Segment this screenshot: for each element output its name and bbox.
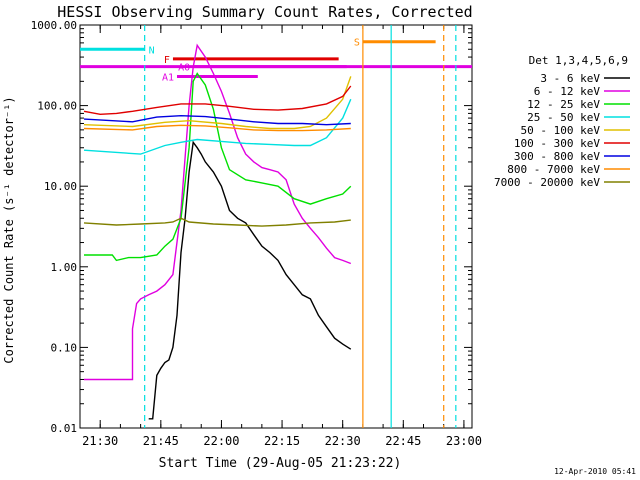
axis-ticks: 1000.00 100.00 10.00 1.00 0.10 0.01 21:30 21:45… [31,19,482,448]
legend-title: Det 1,3,4,5,6,9 [529,54,628,67]
legend-label: 300 - 800 keV [514,150,600,163]
y-tick-label: 0.01 [51,422,78,435]
annotation-bars: NFA0A1S [80,38,472,83]
x-tick-label: 22:15 [264,434,300,448]
series-line-12-25-kev [84,72,352,262]
x-tick-label: 23:00 [446,434,482,448]
x-tick-label: 22:30 [325,434,361,448]
legend-label: 25 - 50 keV [527,111,600,124]
legend-label: 100 - 300 keV [514,137,600,150]
legend-label: 800 - 7000 keV [507,163,600,176]
vertical-markers [144,25,457,428]
legend-label: 3 - 6 keV [540,72,600,85]
x-tick-label: 21:30 [82,434,118,448]
y-tick-label: 100.00 [37,100,77,113]
chart-title: HESSI Observing Summary Count Rates, Cor… [57,3,472,21]
y-tick-label: 1.00 [51,261,78,274]
x-tick-label: 22:00 [203,434,239,448]
legend-label: 6 - 12 keV [534,85,601,98]
series-line-7000-20000-kev [83,217,351,227]
annotation-label-n: N [149,45,155,56]
series-line-300-800-kev [83,114,351,126]
y-axis-label: Corrected Count Rate (s⁻¹ detector⁻¹) [2,96,16,363]
annotation-label-a1: A1 [162,72,174,83]
series-line-25-50-kev [83,98,352,155]
series-line-50-100-kev [83,76,352,130]
plot-area: 1000.00 100.00 10.00 1.00 0.10 0.01 21:30 21:45… [31,19,482,448]
x-tick-label: 22:45 [385,434,421,448]
legend-label: 7000 - 20000 keV [494,176,600,189]
legend-label: 12 - 25 keV [527,98,600,111]
series-line-6-12-kev [84,43,352,381]
annotation-label-s: S [354,38,360,49]
y-tick-label: 1000.00 [31,19,77,32]
y-tick-label: 0.10 [51,341,78,354]
footer-timestamp: 12-Apr-2010 05:41 [554,467,636,476]
series-line-3-6-kev [148,140,352,420]
series-group [83,43,352,420]
x-axis-label: Start Time (29-Aug-05 21:23:22) [159,456,402,471]
plot-frame [79,24,473,429]
y-tick-label: 10.00 [44,180,77,193]
series-line-800-7000-kev [83,124,351,132]
x-tick-label: 21:45 [143,434,179,448]
series-line-100-300-kev [83,85,352,116]
legend-label: 50 - 100 keV [521,124,601,137]
annotation-label-f: F [164,55,170,66]
